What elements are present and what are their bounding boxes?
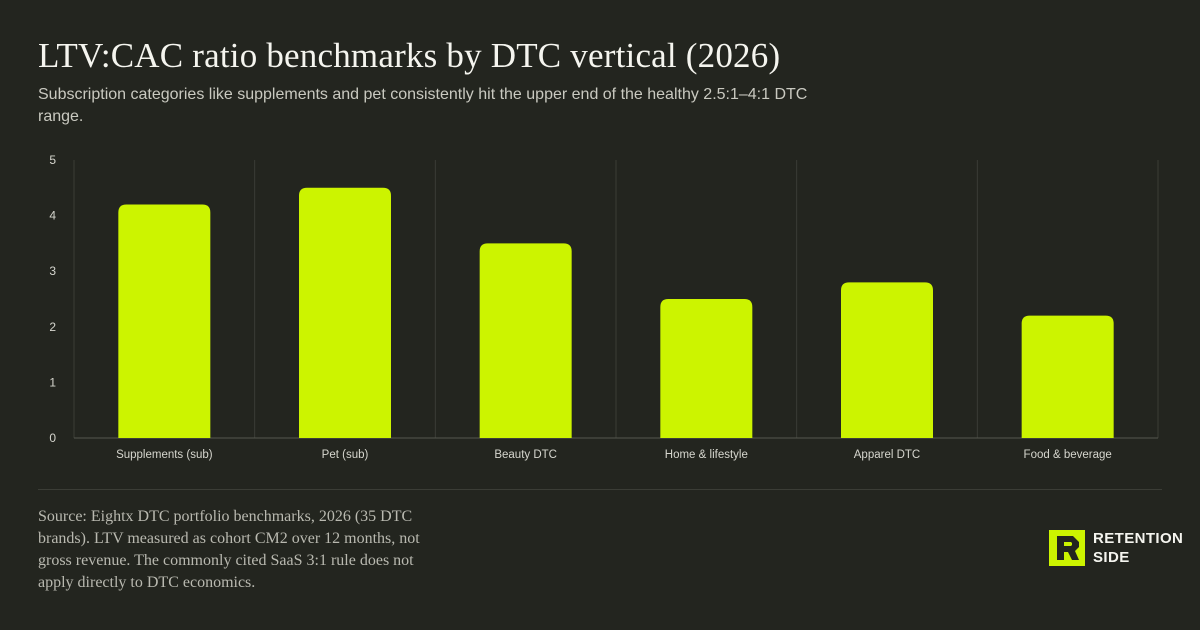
y-tick-label: 2	[49, 320, 56, 334]
brand-logo: RETENTION SIDE	[1049, 529, 1183, 567]
y-tick-label: 0	[49, 431, 56, 445]
x-tick-label: Apparel DTC	[854, 449, 920, 461]
source-note: Source: Eightx DTC portfolio benchmarks,…	[38, 508, 420, 591]
x-tick-label: Home & lifestyle	[665, 449, 748, 461]
bar	[118, 204, 211, 438]
bar-chart: 0 1 2 3 4 5 Supplements (sub) Pet (sub) Beauty D…	[49, 153, 1159, 461]
bar	[1021, 315, 1114, 438]
logo-text-line2: SIDE	[1093, 549, 1130, 566]
y-tick-label: 3	[49, 264, 56, 278]
bar	[660, 299, 753, 438]
chart-subtitle: Subscription categories like supplements…	[38, 86, 808, 125]
x-tick-label: Food & beverage	[1024, 449, 1112, 461]
bar	[841, 282, 933, 438]
bar	[479, 243, 572, 438]
chart-title: LTV:CAC ratio benchmarks by DTC vertical…	[38, 36, 781, 75]
x-tick-label: Pet (sub)	[322, 449, 369, 461]
y-tick-label: 4	[49, 209, 56, 223]
bar	[299, 187, 391, 438]
y-tick-label: 5	[49, 153, 56, 167]
x-tick-label: Supplements (sub)	[116, 449, 213, 461]
y-tick-label: 1	[49, 375, 56, 389]
retention-side-logo-icon	[1049, 530, 1085, 566]
footer-divider	[38, 489, 1162, 490]
x-tick-label: Beauty DTC	[494, 449, 557, 461]
logo-text-line1: RETENTION	[1093, 530, 1184, 547]
